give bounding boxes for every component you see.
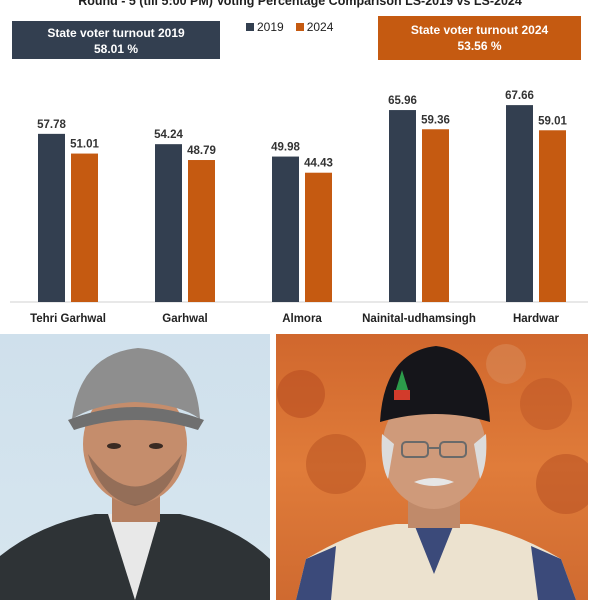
bar-2024-0	[71, 153, 98, 302]
legend-item-2019: 2019	[246, 20, 284, 34]
chart-legend: 2019 2024	[246, 20, 333, 34]
legend-swatch-2024	[295, 23, 304, 31]
legend-label-2019: 2019	[257, 20, 284, 34]
candidate-photos	[0, 330, 600, 600]
data-label-2019-2: 49.98	[271, 142, 300, 154]
bar-2024-2	[305, 172, 332, 302]
turnout-2024-value: 53.56 %	[457, 39, 502, 53]
chart-title: Round - 5 (till 5:00 PM) Voting Percenta…	[78, 0, 522, 8]
data-label-2024-2: 44.43	[304, 158, 333, 170]
legend-label-2024: 2024	[306, 20, 334, 34]
bar-chart: 57.78 51.01 Tehri Garhwal 54.24 48.79 Garhwal…	[10, 90, 588, 325]
bar-2019-0	[38, 133, 65, 302]
data-label-2024-3: 59.36	[421, 114, 450, 126]
turnout-2019-value: 58.01 %	[93, 42, 139, 56]
data-label-2024-0: 51.01	[70, 139, 99, 151]
turnout-2019-label: State voter turnout 2019	[47, 26, 185, 40]
bar-2024-1	[188, 160, 215, 302]
category-label-4: Hardwar	[513, 313, 560, 325]
category-label-0: Tehri Garhwal	[30, 313, 106, 325]
bar-2019-3	[389, 110, 416, 302]
bar-2019-1	[155, 144, 182, 302]
legend-item-2024: 2024	[295, 20, 334, 34]
bar-2019-2	[272, 156, 299, 302]
category-label-2: Almora	[282, 313, 322, 325]
turnout-2024-label: State voter turnout 2024	[410, 23, 549, 37]
data-label-2024-1: 48.79	[187, 145, 216, 157]
turnout-2024-box: State voter turnout 2024 53.56 %	[378, 16, 581, 60]
data-label-2019-0: 57.78	[37, 119, 66, 131]
candidate-photo-left	[0, 334, 270, 600]
data-label-2019-4: 67.66	[505, 90, 534, 102]
bar-2024-4	[539, 130, 566, 302]
data-label-2024-4: 59.01	[538, 115, 567, 127]
legend-swatch-2019	[246, 23, 254, 31]
category-label-1: Garhwal	[162, 313, 207, 325]
candidate-photo-right-image	[277, 344, 588, 600]
turnout-2019-box: State voter turnout 2019 58.01 %	[12, 21, 220, 59]
bar-2024-3	[422, 129, 449, 302]
category-label-3: Nainital-udhamsingh	[362, 313, 476, 325]
bar-2019-4	[506, 105, 533, 302]
candidate-photo-right	[276, 334, 588, 600]
data-label-2019-1: 54.24	[154, 129, 183, 141]
data-label-2019-3: 65.96	[388, 95, 417, 107]
candidate-photo-left-image	[0, 348, 270, 600]
